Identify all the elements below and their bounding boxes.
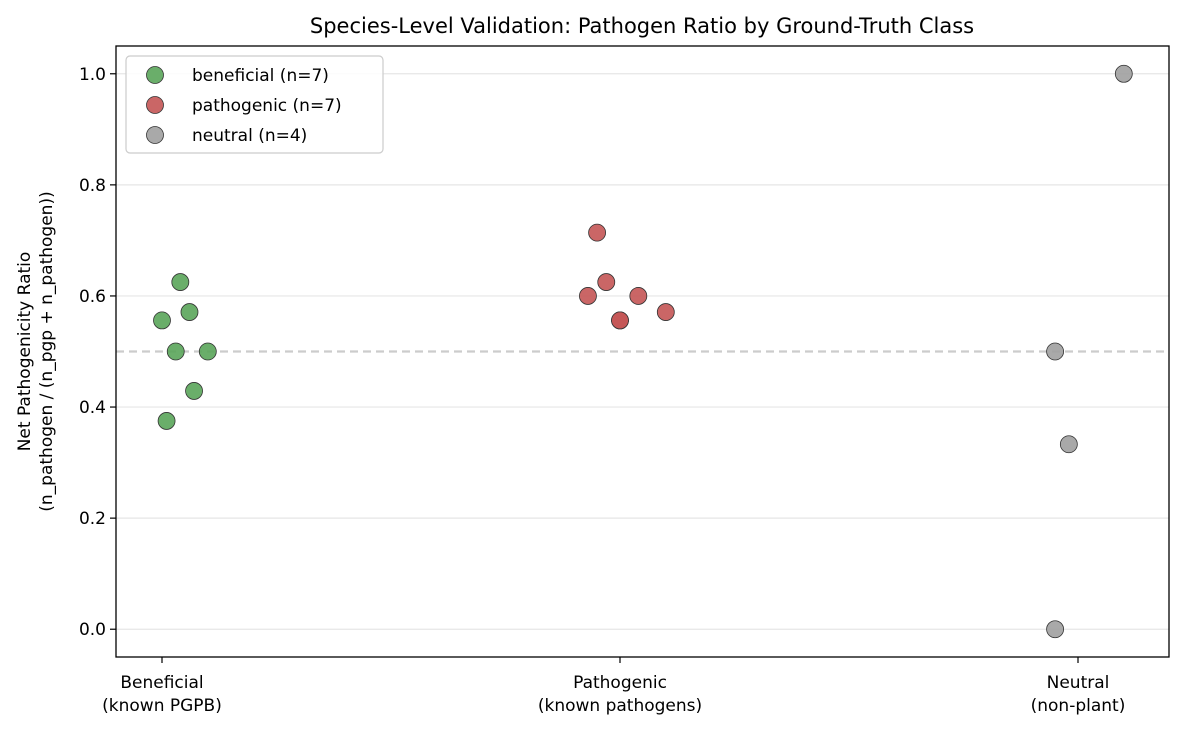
data-point <box>579 287 597 305</box>
legend-label: neutral (n=4) <box>192 126 307 146</box>
plot-frame <box>115 45 1170 658</box>
y-tick-label: 1.0 <box>79 65 106 85</box>
data-point <box>611 311 629 330</box>
data-point <box>1046 620 1064 639</box>
x-tick-label: (known PGPB) <box>102 696 222 716</box>
y-label-line: Net Pathogenicity Ratio <box>15 252 35 452</box>
y-tick-label: 0.0 <box>79 620 106 640</box>
legend-marker <box>146 66 164 84</box>
x-tick-label: (known pathogens) <box>538 696 702 716</box>
data-point <box>597 273 616 291</box>
legend-label: beneficial (n=7) <box>192 66 329 86</box>
data-point <box>1046 342 1064 361</box>
chart-title: Species-Level Validation: Pathogen Ratio… <box>310 14 974 38</box>
y-tick-label: 0.8 <box>79 176 106 196</box>
y-tick-label: 0.6 <box>79 287 106 307</box>
x-tick-label: (non-plant) <box>1031 696 1126 716</box>
legend-marker <box>146 96 164 114</box>
data-point <box>656 303 675 321</box>
data-point <box>588 223 606 242</box>
x-tick-label: Neutral <box>1047 673 1110 693</box>
data-point <box>198 342 217 361</box>
points-layer <box>153 64 1133 639</box>
x-tick-label: Pathogenic <box>573 673 667 693</box>
data-point <box>185 382 203 400</box>
legend: beneficial (n=7) pathogenic (n=7) neutral … <box>125 55 384 154</box>
x-axis: Beneficial (known PGPB) Pathogenic (known p… <box>102 657 1125 716</box>
y-tick-label: 0.4 <box>79 398 106 418</box>
data-point <box>1059 435 1078 454</box>
legend-box <box>125 55 384 154</box>
y-axis-label: Net Pathogenicity Ratio (n_pathogen / (n_… <box>15 191 57 511</box>
data-point <box>629 287 648 305</box>
data-point <box>1114 64 1133 83</box>
legend-marker <box>146 126 164 144</box>
data-point <box>171 273 190 291</box>
y-axis: 0.0 0.2 0.4 0.6 0.8 1.0 <box>79 65 116 640</box>
x-tick-label: Beneficial <box>120 673 203 693</box>
y-label-line: (n_pathogen / (n_pgp + n_pathogen)) <box>37 191 57 511</box>
data-point <box>180 303 199 321</box>
data-point <box>157 412 176 430</box>
data-point <box>166 342 185 361</box>
y-tick-label: 0.2 <box>79 509 106 529</box>
data-point <box>153 311 171 330</box>
legend-label: pathogenic (n=7) <box>192 96 342 116</box>
